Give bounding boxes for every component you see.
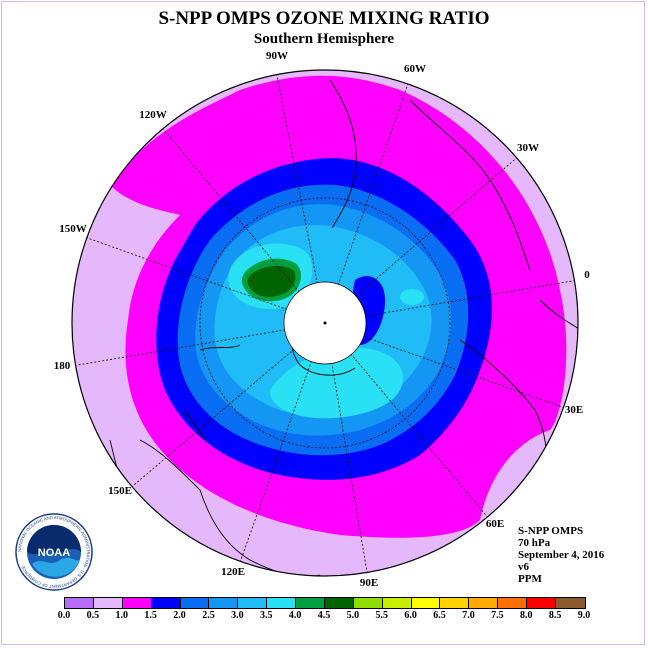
colorbar-swatch — [353, 598, 383, 608]
colorbar-tick-label: 9.0 — [577, 610, 591, 621]
colorbar-tick-label: 7.0 — [462, 610, 475, 621]
colorbar-tick-label: 4.5 — [317, 610, 331, 621]
colorbar-swatch — [498, 598, 527, 608]
colorbar-tick-label: 2.0 — [173, 610, 186, 621]
date-label: September 4, 2016 — [518, 549, 605, 561]
longitude-label: 150E — [108, 485, 132, 497]
longitude-label: 90W — [266, 50, 288, 62]
colorbar-tick-label: 5.5 — [375, 610, 389, 621]
longitude-label: 180 — [54, 360, 71, 372]
colorbar-tick-label: 2.5 — [202, 610, 215, 621]
colorbar-swatch — [324, 598, 354, 608]
colorbar — [64, 597, 586, 609]
longitude-label: 60E — [486, 518, 504, 530]
colorbar-tick-label: 8.5 — [548, 610, 562, 621]
colorbar-tick-label: 6.5 — [433, 610, 446, 621]
longitude-label: 120W — [139, 109, 167, 121]
colorbar-swatch — [122, 598, 152, 608]
colorbar-tick-label: 5.0 — [346, 610, 360, 621]
colorbar-swatch — [151, 598, 181, 608]
contour-3.5-4.0-small — [400, 289, 424, 305]
colorbar-tick-label: 0.0 — [57, 610, 71, 621]
longitude-label: 90E — [360, 577, 378, 589]
colorbar-swatch — [411, 598, 441, 608]
contour-3.5-4.0-east — [269, 347, 404, 419]
graticule — [72, 70, 578, 576]
units-label: PPM — [518, 573, 542, 585]
colorbar-swatch — [296, 598, 325, 608]
longitude-labels: 90W 60W 30W 0 30E 60E 90E 120E 150E 180 150W 120W — [54, 50, 591, 589]
map-boundary — [71, 69, 579, 577]
colorbar-tick-label: 3.5 — [259, 610, 273, 621]
colorbar-swatch — [469, 598, 499, 608]
colorbar-tick-label: 4.0 — [288, 610, 302, 621]
pressure-level-label: 70 hPa — [518, 537, 551, 549]
map-subtitle: Southern Hemisphere — [253, 31, 395, 47]
colorbar-ticks: 0.0 0.5 1.0 1.5 2.0 2.5 3.0 3.5 4.0 4.5 5.0 5.5 6.0 6… — [58, 610, 591, 624]
colorbar-tick-label: 3.0 — [231, 610, 244, 621]
longitude-label: 120E — [221, 566, 245, 578]
colorbar-swatch — [65, 598, 94, 608]
colorbar-tick-label: 7.5 — [491, 610, 504, 621]
longitude-label: 30W — [517, 142, 539, 154]
south-pole-marker — [323, 321, 327, 325]
colorbar-swatch — [440, 598, 470, 608]
noaa-logo-icon: NOAA NATIONAL OCEANIC AND ATMOSPHERIC AD… — [15, 513, 93, 591]
colorbar-swatch — [267, 598, 296, 608]
longitude-label: 150W — [59, 223, 87, 235]
colorbar-swatch — [555, 598, 585, 608]
colorbar-tick-label: 1.0 — [115, 610, 129, 621]
colorbar-tick-label: 6.0 — [404, 610, 417, 621]
colorbar-swatch — [180, 598, 210, 608]
longitude-label: 30E — [565, 404, 583, 416]
map-title: S-NPP OMPS OZONE MIXING RATIO — [158, 8, 490, 29]
colorbar-swatch — [527, 598, 556, 608]
colorbar-tick-label: 1.5 — [144, 610, 157, 621]
longitude-label: 60W — [404, 63, 426, 75]
colorbar-tick-label: 0.5 — [86, 610, 100, 621]
instrument-label: S-NPP OMPS — [518, 525, 584, 537]
product-info: S-NPP OMPS 70 hPa September 4, 2016 v6 P… — [518, 525, 604, 585]
colorbar-swatch — [93, 598, 123, 608]
colorbar-swatch — [209, 598, 239, 608]
svg-text:NOAA: NOAA — [38, 547, 70, 559]
version-label: v6 — [518, 561, 529, 573]
colorbar-swatch — [238, 598, 268, 608]
colorbar-tick-label: 8.0 — [519, 610, 533, 621]
colorbar-swatch — [382, 598, 412, 608]
longitude-label: 0 — [584, 269, 590, 281]
